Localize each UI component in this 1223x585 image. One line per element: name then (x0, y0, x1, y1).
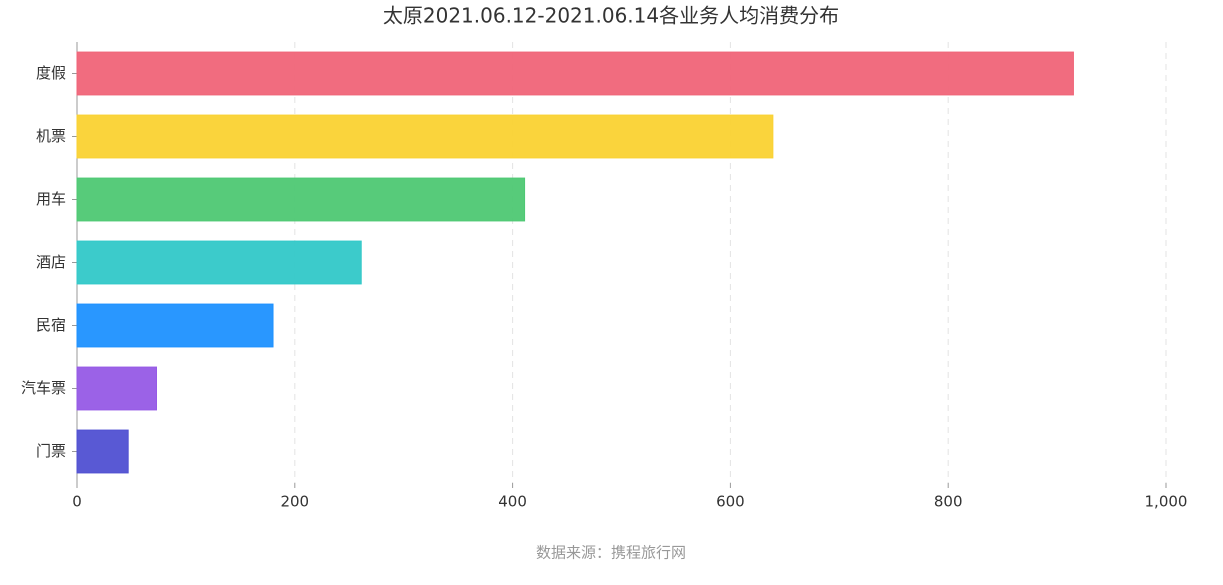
bar (76, 51, 1074, 96)
bar (76, 429, 129, 474)
x-tick-label: 0 (72, 493, 82, 511)
bar (76, 303, 274, 348)
x-tick-label: 400 (498, 493, 527, 511)
bar (76, 366, 157, 411)
source-note: 数据来源：携程旅行网 (536, 544, 686, 562)
y-tick-label: 门票 (36, 442, 66, 460)
bar (76, 114, 774, 159)
bar (76, 177, 526, 222)
x-tick-label: 600 (716, 493, 745, 511)
y-tick-label: 酒店 (36, 253, 66, 271)
bar (76, 240, 362, 285)
chart-title: 太原2021.06.12-2021.06.14各业务人均消费分布 (383, 4, 839, 28)
y-tick-label: 度假 (36, 64, 66, 82)
x-tick-label: 200 (280, 493, 309, 511)
y-tick-label: 机票 (36, 127, 66, 145)
y-tick-label: 民宿 (36, 316, 66, 334)
x-tick-label: 1,000 (1145, 493, 1188, 511)
y-tick-label: 汽车票 (21, 379, 66, 397)
y-tick-label: 用车 (36, 190, 66, 208)
x-tick-label: 800 (934, 493, 963, 511)
